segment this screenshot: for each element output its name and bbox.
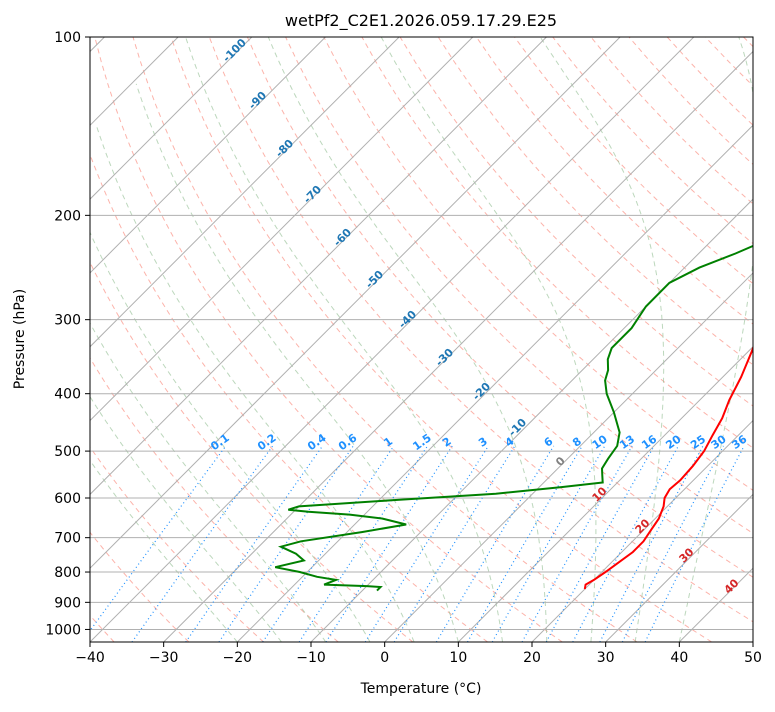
- x-tick-label: −30: [149, 650, 179, 666]
- x-tick-label: 40: [670, 650, 688, 666]
- y-tick-label: 200: [54, 208, 81, 224]
- x-tick-label: 50: [744, 650, 762, 666]
- x-tick-label: 30: [597, 650, 615, 666]
- x-tick-label: −40: [75, 650, 105, 666]
- y-tick-label: 1000: [45, 622, 81, 638]
- x-tick-label: 0: [380, 650, 389, 666]
- y-tick-label: 700: [54, 531, 81, 547]
- x-tick-label: 10: [449, 650, 467, 666]
- x-tick-label: −10: [296, 650, 326, 666]
- y-tick-label: 500: [54, 444, 81, 460]
- y-tick-label: 600: [54, 491, 81, 507]
- x-axis-label: Temperature (°C): [360, 681, 482, 697]
- y-tick-label: 400: [54, 387, 81, 403]
- y-tick-label: 800: [54, 565, 81, 581]
- plot-area: [90, 37, 753, 642]
- x-tick-label: −20: [223, 650, 253, 666]
- chart-title: wetPf2_C2E1.2026.059.17.29.E25: [285, 11, 557, 31]
- y-tick-label: 300: [54, 313, 81, 329]
- x-tick-label: 20: [523, 650, 541, 666]
- y-tick-label: 100: [54, 30, 81, 46]
- y-axis-label: Pressure (hPa): [12, 289, 28, 389]
- y-tick-label: 900: [54, 595, 81, 611]
